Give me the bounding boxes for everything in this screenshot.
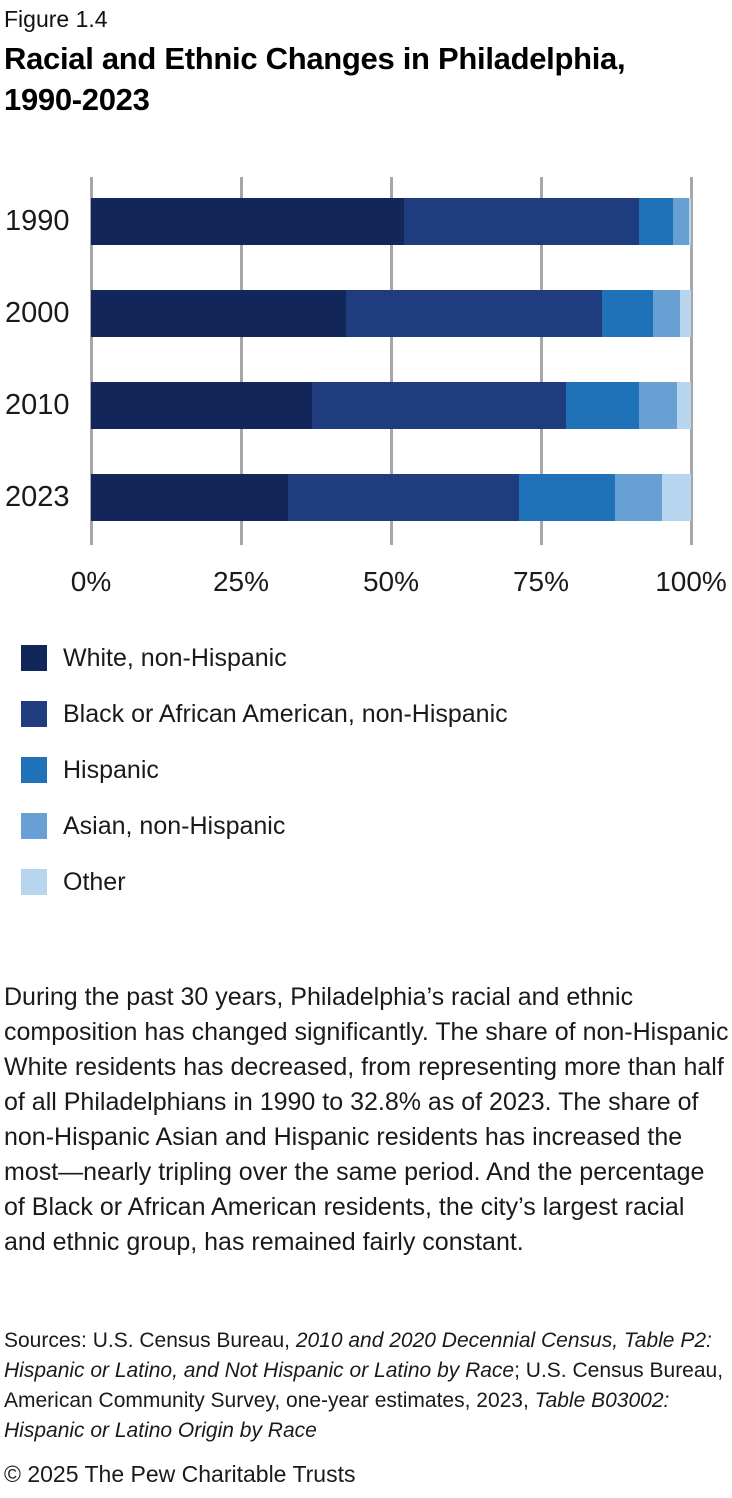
legend-swatch-black-or-african-american-non-hispanic [21, 701, 47, 727]
description-paragraph: During the past 30 years, Philadelphia’s… [4, 983, 729, 1256]
segment-2000-hispanic [601, 290, 653, 337]
segment-2000-asian-non-hispanic [652, 290, 680, 337]
legend-item-white-non-hispanic: White, non-Hispanic [21, 644, 287, 672]
legend-label-other: Other [63, 867, 126, 896]
segment-2000-black-or-african-american-non-hispanic [346, 290, 602, 337]
segment-1990-other [689, 198, 691, 245]
segment-2023-asian-non-hispanic [615, 474, 662, 521]
segment-2010-hispanic [565, 382, 640, 429]
legend-item-other: Other [21, 868, 126, 896]
x-axis-tick-25: 25% [212, 566, 270, 597]
segment-2000-other [679, 290, 691, 337]
bar-row-2000 [91, 290, 691, 337]
bar-row-1990 [91, 198, 691, 245]
copyright-line: © 2025 The Pew Charitable Trusts [4, 1461, 356, 1487]
legend-item-hispanic: Hispanic [21, 756, 159, 784]
plot-area [89, 177, 693, 545]
title-line-1: Racial and Ethnic Changes in Philadelphi… [4, 41, 626, 76]
chart-legend: White, non-Hispanic Black or African Amer… [21, 644, 721, 904]
x-axis: 0% 25% 50% 75% 100% [0, 566, 732, 602]
legend-item-black-or-african-american-non-hispanic: Black or African American, non-Hispanic [21, 700, 508, 728]
y-axis-label-2000: 2000 [5, 297, 70, 329]
segment-2010-other [677, 382, 691, 429]
legend-label-hispanic: Hispanic [63, 755, 159, 784]
segment-1990-black-or-african-american-non-hispanic [403, 198, 640, 245]
source-citation-italic: Table B03002: Hispanic or Latino Origin … [4, 1389, 670, 1442]
figure-label: Figure 1.4 [4, 6, 108, 32]
source-citation-text: Sources: U.S. Census Bureau, [4, 1329, 296, 1352]
legend-swatch-asian-non-hispanic [21, 813, 47, 839]
bar-row-2023 [91, 474, 691, 521]
segment-2023-hispanic [519, 474, 616, 521]
x-axis-tick-100: 100% [655, 566, 727, 597]
segment-2010-white-non-hispanic [91, 382, 313, 429]
segment-2023-white-non-hispanic [91, 474, 288, 521]
segment-2010-asian-non-hispanic [639, 382, 678, 429]
legend-label-black-or-african-american-non-hispanic: Black or African American, non-Hispanic [63, 699, 508, 728]
segment-1990-white-non-hispanic [91, 198, 404, 245]
source-citation-text: ; U.S. Census Bureau, American Community… [4, 1359, 724, 1412]
stacked-bar-chart: 1990 2000 2010 2023 [0, 177, 732, 545]
legend-label-white-non-hispanic: White, non-Hispanic [63, 643, 287, 672]
gridline-0 [89, 177, 93, 545]
y-axis-label-1990: 1990 [5, 205, 70, 237]
source-citation-italic: 2010 and 2020 Decennial Census, Table P2… [4, 1329, 712, 1382]
segment-2000-white-non-hispanic [91, 290, 346, 337]
page-title: Racial and Ethnic Changes in Philadelphi… [4, 38, 626, 120]
segment-1990-hispanic [639, 198, 673, 245]
y-axis-label-2023: 2023 [5, 481, 70, 513]
segment-1990-asian-non-hispanic [672, 198, 690, 245]
sources-paragraph: Sources: U.S. Census Bureau, 2010 and 20… [4, 1326, 732, 1446]
segment-2010-black-or-african-american-non-hispanic [312, 382, 566, 429]
gridline-100 [689, 177, 693, 545]
y-axis-label-2010: 2010 [5, 389, 70, 421]
x-axis-tick-50: 50% [362, 566, 420, 597]
legend-swatch-white-non-hispanic [21, 645, 47, 671]
legend-label-asian-non-hispanic: Asian, non-Hispanic [63, 811, 286, 840]
segment-2023-other [661, 474, 691, 521]
legend-swatch-other [21, 869, 47, 895]
x-axis-tick-75: 75% [512, 566, 570, 597]
gridline-25 [239, 177, 243, 545]
x-axis-tick-0: 0% [70, 566, 112, 597]
legend-item-asian-non-hispanic: Asian, non-Hispanic [21, 812, 285, 840]
legend-swatch-hispanic [21, 757, 47, 783]
segment-2023-black-or-african-american-non-hispanic [287, 474, 520, 521]
title-line-2: 1990-2023 [4, 82, 150, 117]
gridline-50 [389, 177, 393, 545]
gridline-75 [539, 177, 543, 545]
bar-row-2010 [91, 382, 691, 429]
